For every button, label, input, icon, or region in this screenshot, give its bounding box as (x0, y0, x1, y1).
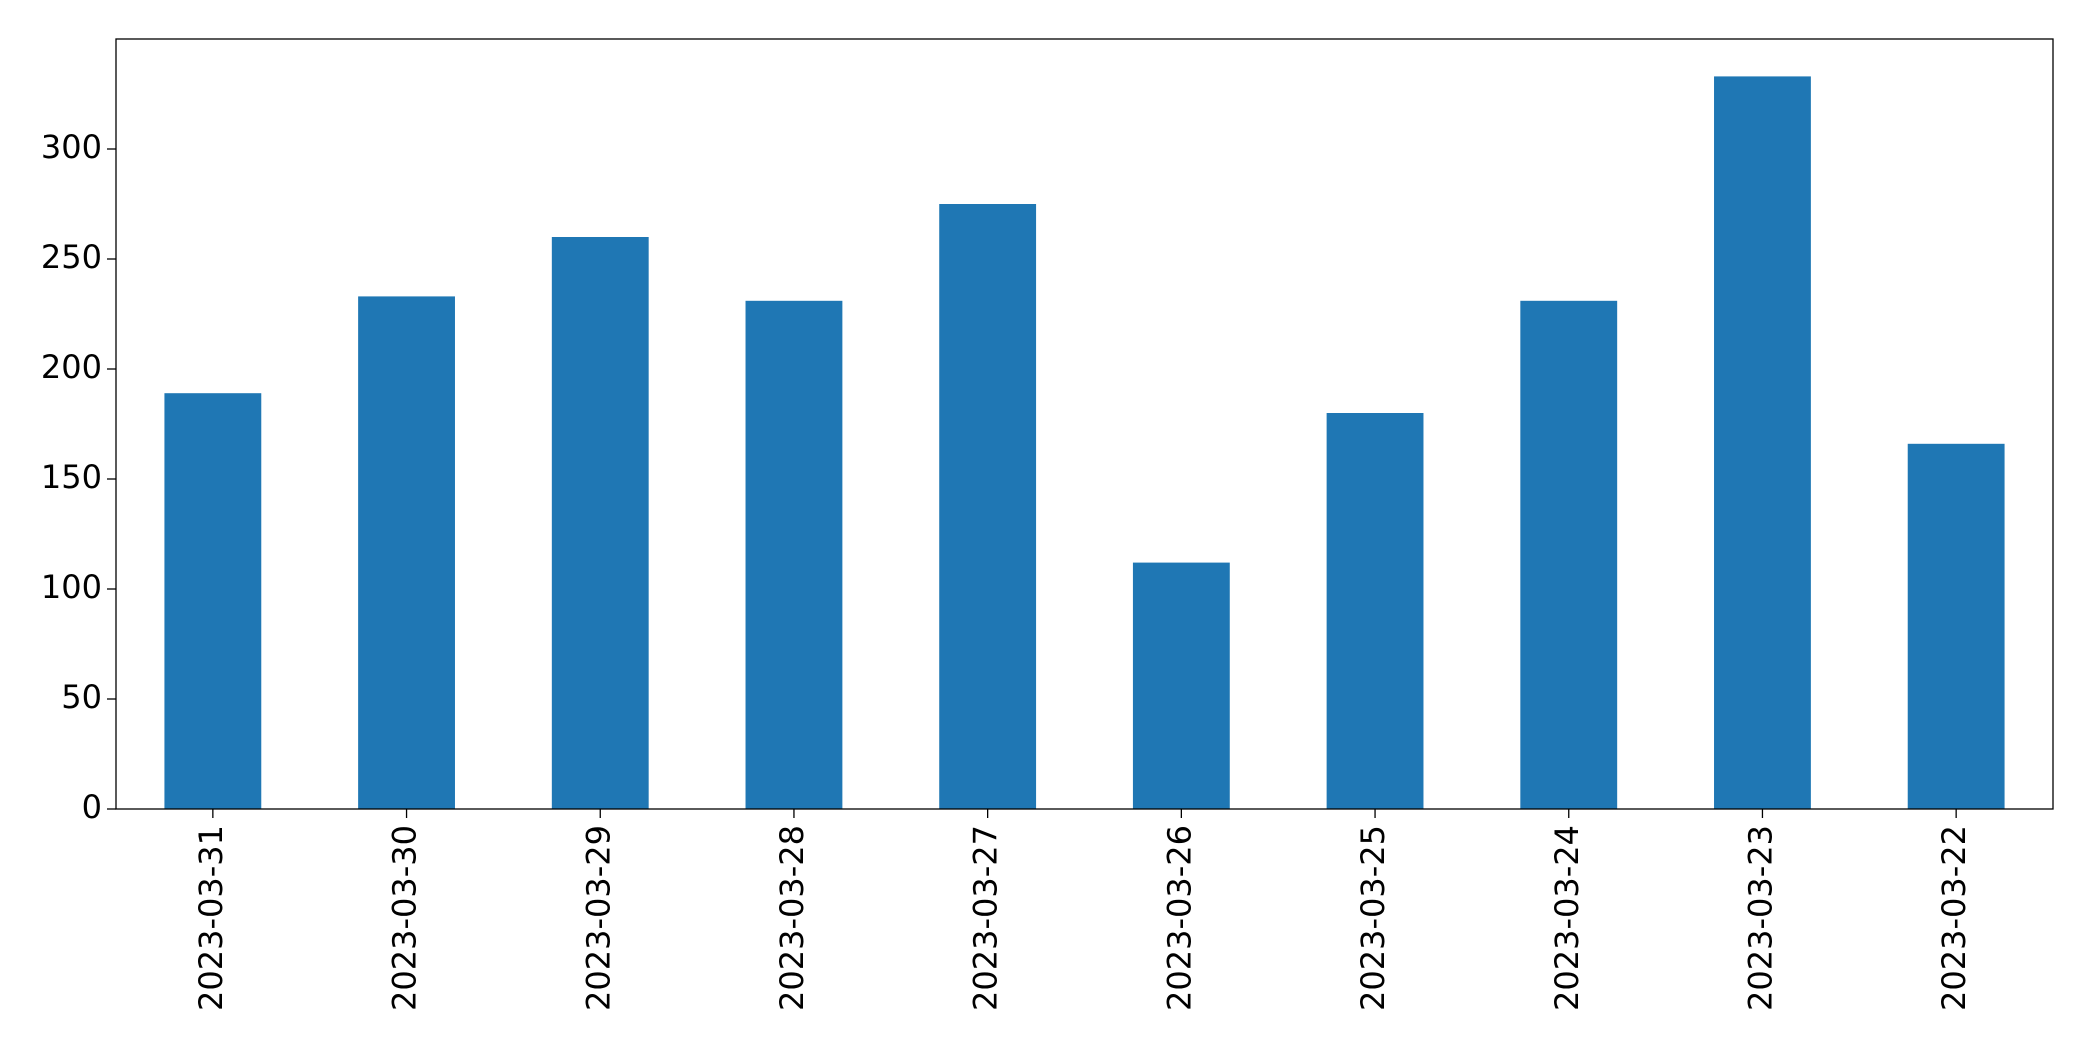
x-tick-label: 2023-03-31 (192, 825, 230, 1011)
x-tick-label: 2023-03-28 (773, 825, 811, 1011)
y-tick-label: 300 (41, 128, 102, 166)
plot-frame (115, 38, 2054, 810)
x-tick-label: 2023-03-25 (1354, 825, 1392, 1011)
y-tick-label: 0 (82, 788, 102, 826)
bar (1326, 413, 1424, 809)
x-tick-label: 2023-03-22 (1935, 825, 1973, 1011)
x-tick-label: 2023-03-26 (1160, 825, 1198, 1011)
bar (939, 204, 1037, 809)
bar (164, 393, 262, 809)
x-tick-label: 2023-03-29 (579, 825, 617, 1011)
x-tick-label: 2023-03-30 (386, 825, 424, 1011)
y-tick-label: 50 (61, 678, 102, 716)
bar (1132, 562, 1230, 809)
x-tick-label: 2023-03-27 (967, 825, 1005, 1011)
y-tick-label: 100 (41, 568, 102, 606)
bar (551, 237, 649, 809)
y-tick-label: 200 (41, 348, 102, 386)
y-tick-label: 150 (41, 458, 102, 496)
bar (1907, 443, 2005, 809)
bar (745, 300, 843, 809)
bar (1520, 300, 1618, 809)
x-tick-label: 2023-03-24 (1548, 825, 1586, 1011)
bar (358, 296, 455, 809)
bar (1714, 76, 1811, 809)
y-tick-label: 250 (41, 238, 102, 276)
x-tick-label: 2023-03-23 (1741, 825, 1779, 1011)
